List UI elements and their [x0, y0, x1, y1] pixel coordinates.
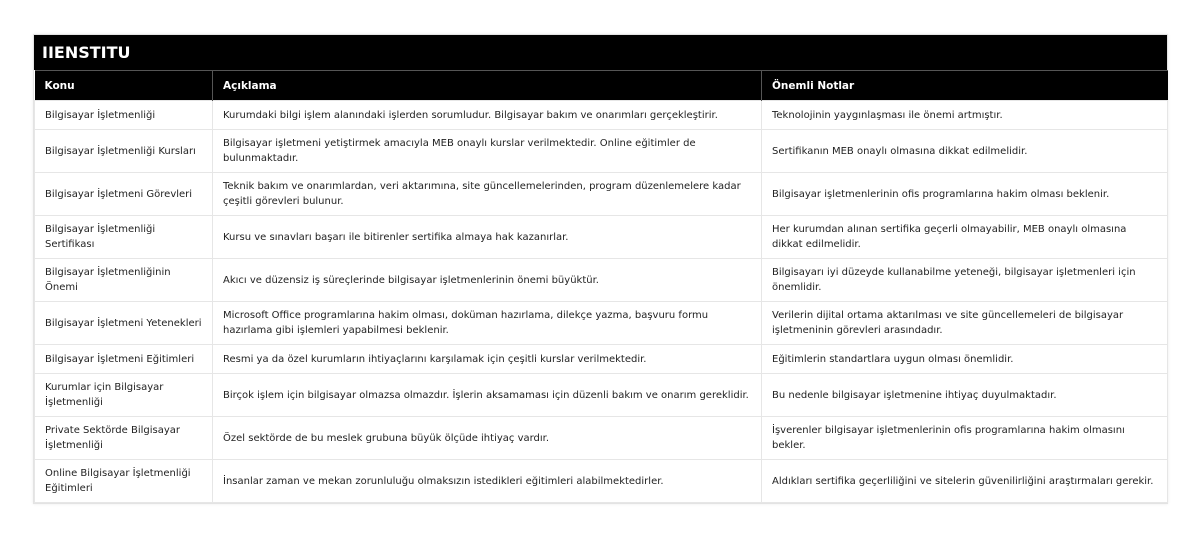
- cell-onemli-notlar: Teknolojinin yaygınlaşması ile önemi art…: [761, 100, 1168, 130]
- column-header-aciklama: Açıklama: [212, 70, 762, 101]
- table-row: Bilgisayar İşletmenliği Sertifikası Kursu…: [34, 215, 1168, 259]
- cell-onemli-notlar: Sertifikanın MEB onaylı olmasına dikkat …: [761, 129, 1168, 173]
- cell-onemli-notlar: Bilgisayarı iyi düzeyde kullanabilme yet…: [761, 258, 1168, 302]
- cell-aciklama: Bilgisayar işletmeni yetiştirmek amacıyl…: [212, 129, 762, 173]
- table-row: Private Sektörde Bilgisayar İşletmenliği…: [34, 416, 1168, 460]
- cell-konu: Bilgisayar İşletmenliği Kursları: [34, 129, 213, 173]
- cell-konu: Kurumlar için Bilgisayar İşletmenliği: [34, 373, 213, 417]
- cell-aciklama: Özel sektörde de bu meslek grubuna büyük…: [212, 416, 762, 460]
- column-header-onemli-notlar: Önemli Notlar: [761, 70, 1168, 101]
- cell-aciklama: Teknik bakım ve onarımlardan, veri aktar…: [212, 172, 762, 216]
- table-row: Bilgisayar İşletmenliği Kursları Bilgisay…: [34, 129, 1168, 173]
- cell-onemli-notlar: Aldıkları sertifika geçerliliğini ve sit…: [761, 459, 1168, 503]
- cell-onemli-notlar: İşverenler bilgisayar işletmenlerinin of…: [761, 416, 1168, 460]
- cell-onemli-notlar: Verilerin dijital ortama aktarılması ve …: [761, 301, 1168, 345]
- cell-konu: Bilgisayar İşletmenliği: [34, 100, 213, 130]
- table-row: Online Bilgisayar İşletmenliği Eğitimler…: [34, 459, 1168, 503]
- data-table: Konu Açıklama Önemli Notlar Bilgisayar İ…: [34, 70, 1168, 503]
- cell-konu: Online Bilgisayar İşletmenliği Eğitimler…: [34, 459, 213, 503]
- cell-konu: Bilgisayar İşletmeni Görevleri: [34, 172, 213, 216]
- table-title: IIENSTITU: [34, 35, 1167, 70]
- cell-onemli-notlar: Her kurumdan alınan sertifika geçerli ol…: [761, 215, 1168, 259]
- table-row: Kurumlar için Bilgisayar İşletmenliği Bir…: [34, 373, 1168, 417]
- cell-aciklama: Resmi ya da özel kurumların ihtiyaçların…: [212, 344, 762, 374]
- table-row: Bilgisayar İşletmenliğinin Önemi Akıcı ve…: [34, 258, 1168, 302]
- table-row: Bilgisayar İşletmenliği Kurumdaki bilgi i…: [34, 100, 1168, 130]
- cell-aciklama: İnsanlar zaman ve mekan zorunluluğu olma…: [212, 459, 762, 503]
- cell-aciklama: Kursu ve sınavları başarı ile bitirenler…: [212, 215, 762, 259]
- table-container: IIENSTITU Konu Açıklama Önemli Notlar Bi…: [33, 34, 1168, 504]
- cell-onemli-notlar: Bu nedenle bilgisayar işletmenine ihtiya…: [761, 373, 1168, 417]
- cell-aciklama: Birçok işlem için bilgisayar olmazsa olm…: [212, 373, 762, 417]
- cell-aciklama: Microsoft Office programlarına hakim olm…: [212, 301, 762, 345]
- cell-onemli-notlar: Eğitimlerin standartlara uygun olması ön…: [761, 344, 1168, 374]
- cell-konu: Bilgisayar İşletmenliği Sertifikası: [34, 215, 213, 259]
- table-row: Bilgisayar İşletmeni Eğitimleri Resmi ya …: [34, 344, 1168, 374]
- cell-aciklama: Akıcı ve düzensiz iş süreçlerinde bilgis…: [212, 258, 762, 302]
- table-row: Bilgisayar İşletmeni Görevleri Teknik bak…: [34, 172, 1168, 216]
- cell-konu: Private Sektörde Bilgisayar İşletmenliği: [34, 416, 213, 460]
- column-header-konu: Konu: [34, 70, 213, 101]
- header-row: Konu Açıklama Önemli Notlar: [34, 70, 1168, 101]
- cell-konu: Bilgisayar İşletmeni Yetenekleri: [34, 301, 213, 345]
- cell-konu: Bilgisayar İşletmenliğinin Önemi: [34, 258, 213, 302]
- table-row: Bilgisayar İşletmeni Yetenekleri Microsof…: [34, 301, 1168, 345]
- cell-konu: Bilgisayar İşletmeni Eğitimleri: [34, 344, 213, 374]
- cell-aciklama: Kurumdaki bilgi işlem alanındaki işlerde…: [212, 100, 762, 130]
- cell-onemli-notlar: Bilgisayar işletmenlerinin ofis programl…: [761, 172, 1168, 216]
